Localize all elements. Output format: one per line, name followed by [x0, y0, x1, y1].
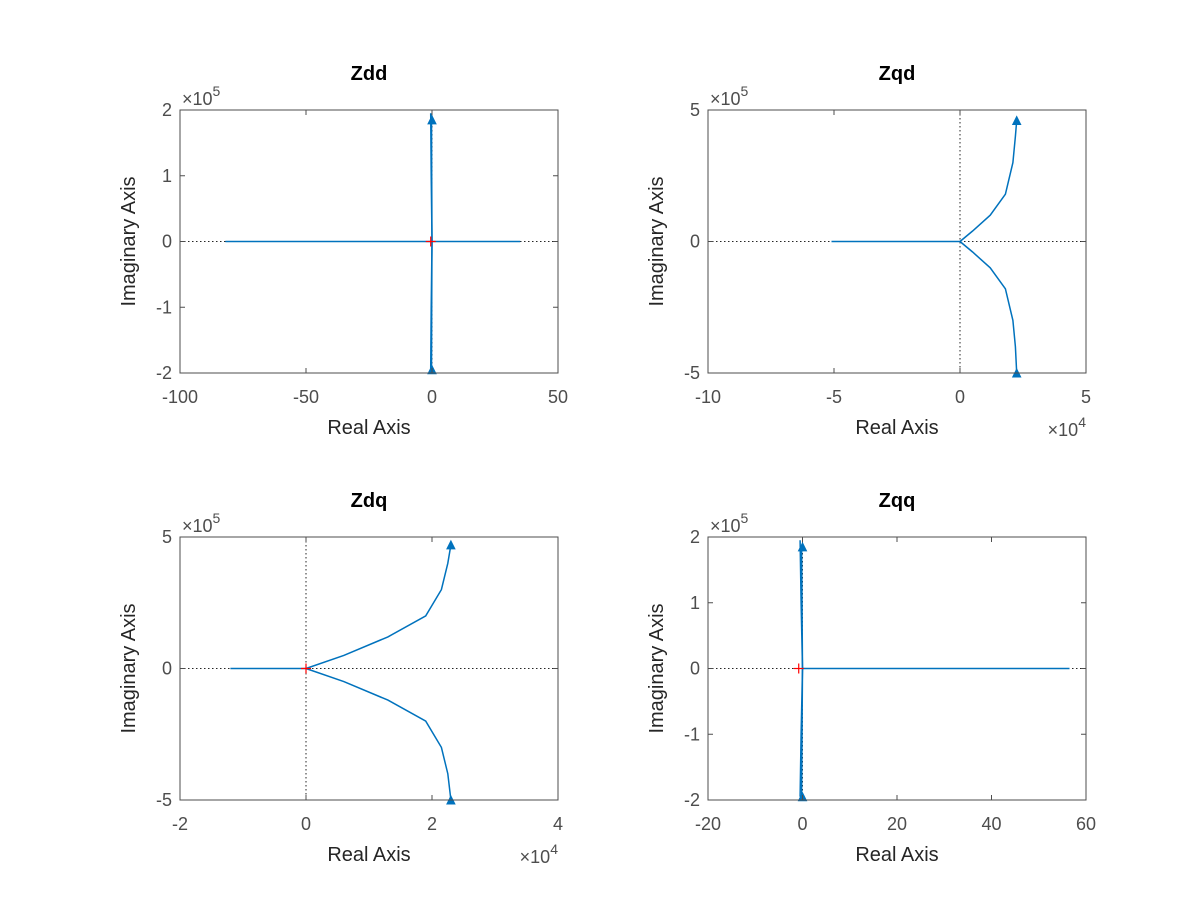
x-exponent-label: ×104: [1048, 414, 1087, 440]
x-tick-label: -2: [172, 814, 188, 834]
series-arrow-1: [797, 541, 808, 552]
y-tick-label: 2: [690, 527, 700, 547]
pole-marker: [793, 663, 804, 674]
y-exponent-label: ×105: [710, 83, 749, 109]
y-exponent-label: ×105: [710, 510, 749, 536]
subplot-title: Zqd: [879, 63, 916, 85]
x-tick-label: 4: [553, 814, 563, 834]
y-tick-label: -1: [684, 724, 700, 744]
y-tick-label: 0: [162, 232, 172, 252]
pole-marker: [425, 236, 436, 247]
series-arrow-1: [1011, 115, 1022, 126]
y-tick-label: 2: [162, 100, 172, 120]
series-arrow-1: [427, 114, 437, 125]
y-tick-label: 0: [690, 659, 700, 679]
y-axis-label: Imaginary Axis: [118, 603, 140, 733]
y-axis-label: Imaginary Axis: [646, 176, 668, 306]
y-exponent-label: ×105: [182, 83, 221, 109]
subplot-title: Zdq: [351, 490, 388, 512]
y-tick-label: 1: [690, 593, 700, 613]
x-axis-label: Real Axis: [855, 417, 938, 439]
x-tick-label: 20: [887, 814, 907, 834]
subplot-zdd: -100 -50 0 50 -2 -1 0 1 2 ×105 Zdd Real Axis Imagina…: [118, 63, 568, 439]
series-2: [305, 667, 452, 801]
series-1: [305, 544, 452, 670]
x-tick-label: 0: [301, 814, 311, 834]
x-exponent-label: ×104: [520, 841, 559, 867]
y-tick-label: -5: [684, 363, 700, 383]
y-tick-label: 5: [162, 527, 172, 547]
subplot-title: Zqq: [879, 490, 916, 512]
y-axis-label: Imaginary Axis: [646, 603, 668, 733]
y-tick-label: -2: [684, 790, 700, 810]
x-axis-label: Real Axis: [327, 844, 410, 866]
x-tick-label: 5: [1081, 387, 1091, 407]
x-tick-label: -5: [826, 387, 842, 407]
y-tick-label: -2: [156, 363, 172, 383]
y-tick-label: -1: [156, 297, 172, 317]
series-1: [959, 120, 1018, 243]
y-exponent-label: ×105: [182, 510, 221, 536]
x-tick-label: 2: [427, 814, 437, 834]
y-axis-label: Imaginary Axis: [118, 176, 140, 306]
y-tick-label: 1: [162, 166, 172, 186]
subplot-zqq: -20 0 20 40 60 -2 -1 0 1 2 ×105 Zqq Real Axis Imagina…: [646, 490, 1096, 866]
x-axis-label: Real Axis: [855, 844, 938, 866]
subplot-zqd: -10 -5 0 5 -5 0 5 ×105 ×104 Zqd Real Axis Imaginary…: [646, 63, 1091, 440]
x-tick-label: 40: [981, 814, 1001, 834]
subplot-title: Zdd: [351, 63, 388, 85]
subplot-zdq: -2 0 2 4 -5 0 5 ×105 ×104 Zdq Real Axis Imaginary A…: [118, 490, 563, 867]
y-tick-label: 5: [690, 100, 700, 120]
x-tick-label: 0: [427, 387, 437, 407]
x-tick-label: 0: [955, 387, 965, 407]
y-tick-label: 0: [690, 232, 700, 252]
x-tick-label: 0: [797, 814, 807, 834]
x-tick-label: -50: [293, 387, 319, 407]
y-tick-label: 0: [162, 659, 172, 679]
x-axis-label: Real Axis: [327, 417, 410, 439]
series-2: [959, 240, 1018, 374]
y-tick-label: -5: [156, 790, 172, 810]
x-tick-label: -100: [162, 387, 198, 407]
x-tick-label: -20: [695, 814, 721, 834]
x-tick-label: -10: [695, 387, 721, 407]
x-tick-label: 50: [548, 387, 568, 407]
x-tick-label: 60: [1076, 814, 1096, 834]
pole-marker: [301, 663, 311, 674]
series-arrow-1: [446, 539, 456, 550]
